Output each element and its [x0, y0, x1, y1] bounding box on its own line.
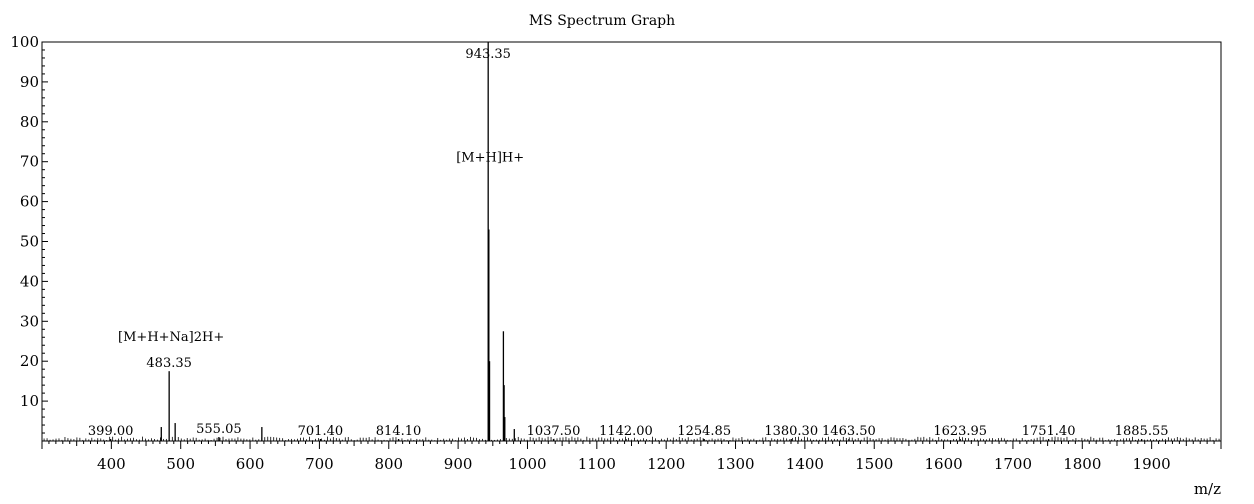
peak-label: 1623.95: [933, 424, 987, 439]
peak-label: 1885.55: [1115, 424, 1169, 439]
y-tick-label: 90: [20, 73, 39, 91]
x-tick-label: 600: [236, 455, 265, 473]
y-tick-label: 20: [20, 352, 39, 370]
x-tick-label: 1800: [1063, 455, 1101, 473]
x-tick-label: 900: [444, 455, 473, 473]
plot-frame: [41, 41, 1222, 442]
x-axis-title: m/z: [1194, 480, 1221, 498]
x-tick-label: 500: [166, 455, 195, 473]
peak-label: 701.40: [298, 424, 344, 439]
peak-label: 943.35: [465, 47, 511, 62]
x-tick-label: 1100: [578, 455, 616, 473]
peak-label: 1463.50: [822, 424, 876, 439]
peak-label: 1380.30: [764, 424, 818, 439]
peak-label: 1037.50: [527, 424, 581, 439]
x-axis: 400 500 600 700 800 900 1000 1100 1200 1300 1400 15…: [41, 441, 1222, 473]
chart-title: MS Spectrum Graph: [529, 13, 675, 29]
y-tick-label: 30: [20, 312, 39, 330]
peak-labels: 399.00 483.35 555.05 701.40 814.10 943.35 1037…: [88, 47, 1169, 439]
x-tick-label: 1000: [508, 455, 546, 473]
peak-label: 399.00: [88, 424, 134, 439]
ion-annotation: [M+H]H+: [456, 151, 524, 166]
x-tick-label: 1300: [716, 455, 754, 473]
peak-label: 814.10: [376, 424, 422, 439]
ion-annotation: [M+H+Na]2H+: [118, 330, 224, 345]
x-tick-label: 1400: [786, 455, 824, 473]
peak-label: 1254.85: [677, 424, 731, 439]
plot-border: [41, 41, 1222, 442]
x-tick-label: 800: [374, 455, 403, 473]
y-tick-label: 50: [20, 233, 39, 251]
x-tick-label: 400: [97, 455, 126, 473]
annotations: [M+H]H+ [M+H+Na]2H+: [118, 151, 524, 345]
y-tick-label: 60: [20, 193, 39, 211]
x-tick-label: 1200: [647, 455, 685, 473]
peak-label: 1142.00: [599, 424, 653, 439]
y-axis: 10 20 30 40 50 60 70 80 90 100: [10, 33, 48, 434]
x-tick-label: 1500: [855, 455, 893, 473]
peak-label: 1751.40: [1022, 424, 1076, 439]
peak-label: 555.05: [196, 422, 242, 437]
y-tick-label: 80: [20, 113, 39, 131]
x-tick-label: 1900: [1133, 455, 1171, 473]
peaks: [43, 42, 1220, 441]
y-tick-label: 10: [20, 392, 39, 410]
x-tick-label: 1700: [994, 455, 1032, 473]
y-tick-label: 70: [20, 153, 39, 171]
y-tick-label: 40: [20, 272, 39, 290]
x-tick-label: 700: [305, 455, 334, 473]
x-tick-label: 1600: [924, 455, 962, 473]
peak-label: 483.35: [146, 356, 192, 371]
y-tick-label: 100: [10, 33, 39, 51]
